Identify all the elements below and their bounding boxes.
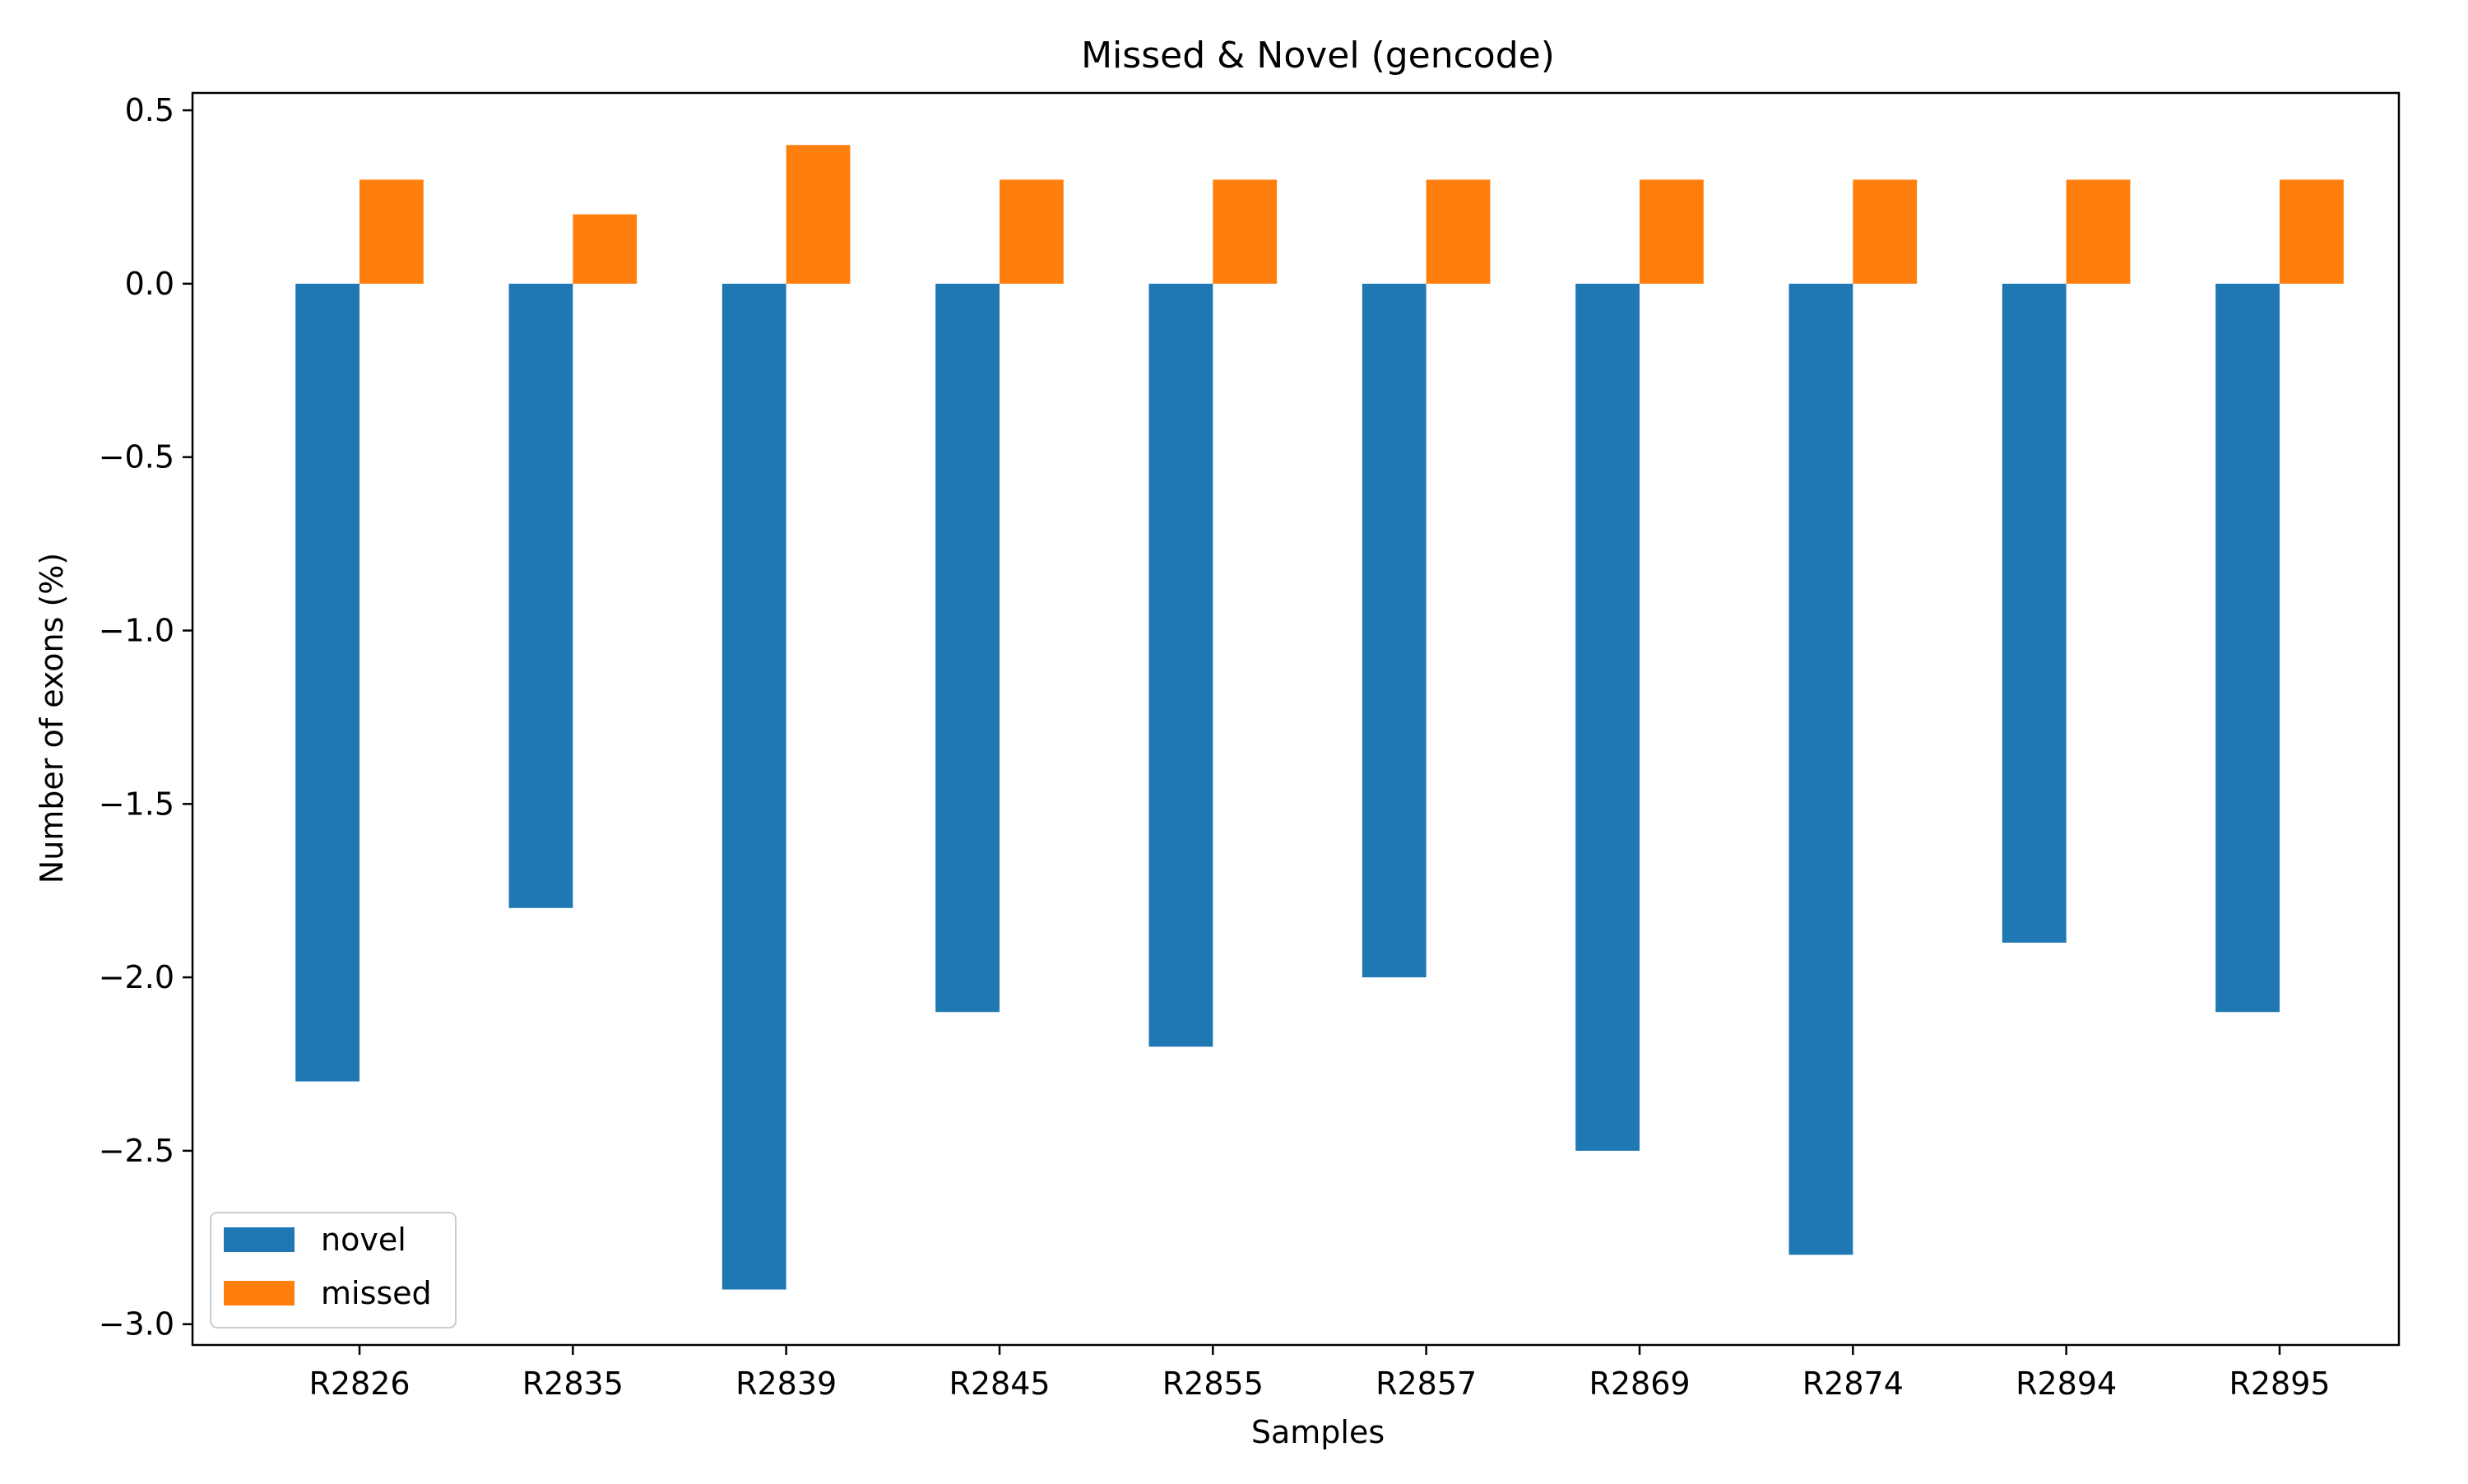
bar-missed-R2894 <box>2066 179 2131 284</box>
bar-novel-R2855 <box>1148 283 1213 1047</box>
x-tick-label: R2835 <box>522 1366 624 1402</box>
y-tick-label: −3.0 <box>99 1306 174 1343</box>
y-tick-label: −1.5 <box>99 786 174 822</box>
bar-novel-R2869 <box>1575 283 1640 1151</box>
y-tick-label: 0.0 <box>125 266 174 302</box>
x-axis-label: Samples <box>1251 1414 1385 1450</box>
x-tick-label: R2857 <box>1375 1366 1477 1402</box>
bar-novel-R2894 <box>2002 283 2067 943</box>
x-axis: R2826 R2835 R2839 R2845 R2855 R2857 R2869 R2874… <box>308 1345 2331 1402</box>
bar-novel-R2845 <box>935 283 1000 1013</box>
x-tick-label: R2855 <box>1162 1366 1264 1402</box>
x-tick-label: R2874 <box>1802 1366 1904 1402</box>
y-axis-label: Number of exons (%) <box>34 553 70 883</box>
chart-title: Missed & Novel (gencode) <box>1081 35 1555 77</box>
bar-missed-R2895 <box>2280 179 2344 284</box>
bar-missed-R2874 <box>1853 179 1918 284</box>
legend-label-missed: missed <box>321 1275 432 1311</box>
bar-novel-R2826 <box>295 283 360 1082</box>
y-axis: 0.5 0.0 −0.5 −1.0 −1.5 −2.0 −2.5 −3.0 <box>99 92 193 1343</box>
legend-swatch-missed <box>224 1281 295 1305</box>
x-tick-label: R2895 <box>2229 1366 2330 1402</box>
bar-missed-R2869 <box>1640 179 1704 284</box>
y-tick-label: 0.5 <box>125 92 174 128</box>
y-tick-label: −1.0 <box>99 612 174 648</box>
bars-layer <box>295 145 2344 1290</box>
y-tick-label: −2.0 <box>99 959 174 995</box>
legend-swatch-novel <box>224 1227 295 1252</box>
x-tick-label: R2894 <box>2016 1366 2117 1402</box>
legend-label-novel: novel <box>321 1222 406 1258</box>
bar-missed-R2839 <box>786 145 851 284</box>
bar-novel-R2874 <box>1788 283 1853 1255</box>
bar-missed-R2845 <box>1000 179 1064 284</box>
bar-novel-R2839 <box>721 283 786 1290</box>
x-tick-label: R2845 <box>949 1366 1050 1402</box>
y-tick-label: −2.5 <box>99 1133 174 1169</box>
bar-novel-R2895 <box>2215 283 2280 1013</box>
bar-missed-R2835 <box>573 214 638 284</box>
x-tick-label: R2839 <box>735 1366 837 1402</box>
plot-area-frame <box>191 91 2401 1347</box>
bar-novel-R2835 <box>508 283 573 908</box>
legend: novel missed <box>210 1212 457 1329</box>
x-tick-label: R2826 <box>308 1366 410 1402</box>
y-tick-label: −0.5 <box>99 439 174 475</box>
bar-missed-R2826 <box>360 179 424 284</box>
bar-novel-R2857 <box>1362 283 1427 978</box>
bar-missed-R2857 <box>1426 179 1491 284</box>
x-tick-label: R2869 <box>1589 1366 1690 1402</box>
bar-missed-R2855 <box>1213 179 1278 284</box>
